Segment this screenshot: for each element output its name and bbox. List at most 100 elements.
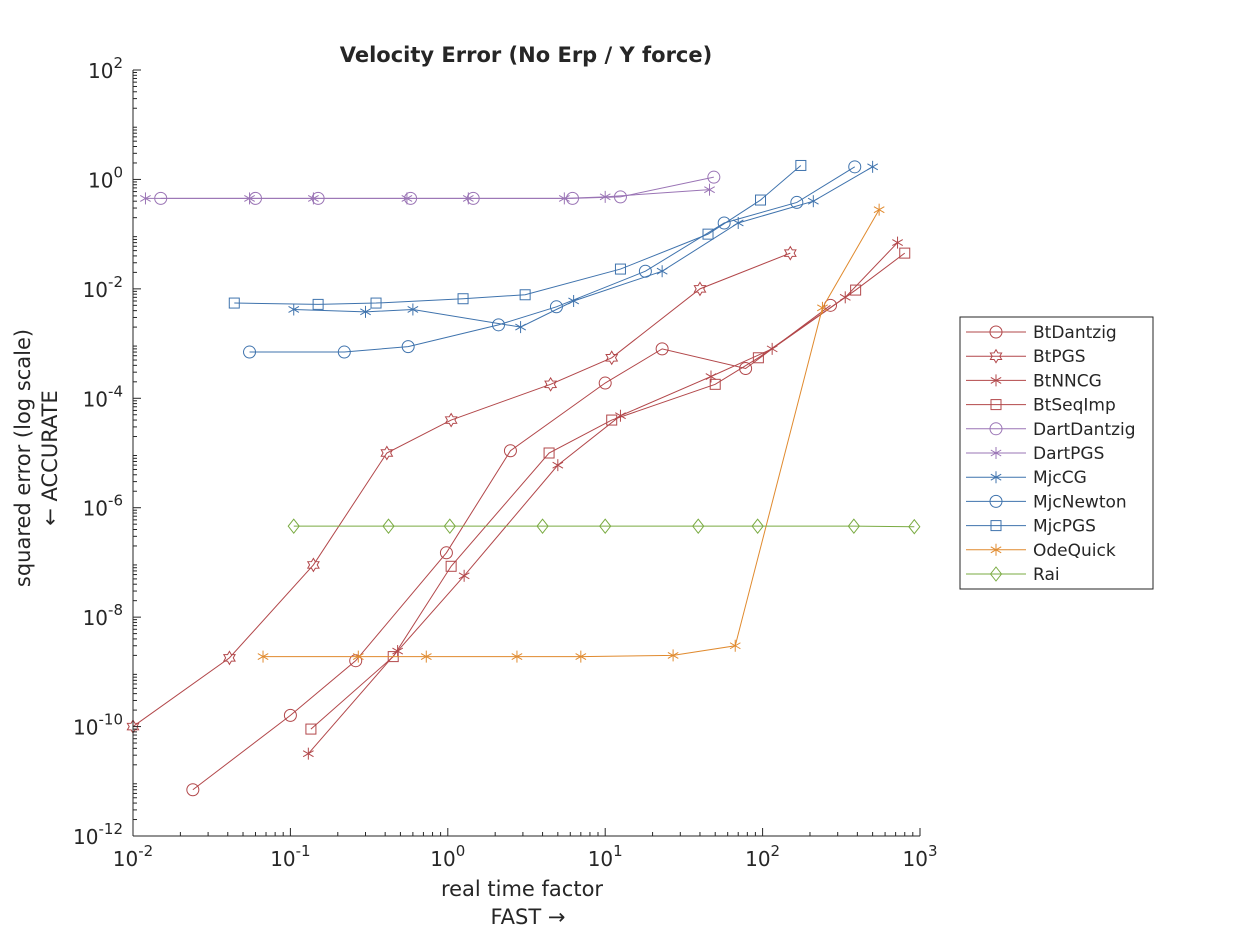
- legend-item-btnncg: BtNNCG: [966, 371, 1102, 391]
- data-point-btseqimp: [445, 560, 457, 572]
- legend-label: MjcPGS: [1033, 517, 1096, 537]
- legend-marker: [989, 348, 1003, 364]
- series-mjcnewton: [243, 160, 862, 359]
- data-point-dartdantzig: [707, 170, 721, 184]
- data-point-btdantzig: [739, 362, 753, 376]
- data-point-btseqimp: [850, 284, 862, 296]
- series-line-mjcnewton: [249, 166, 856, 353]
- data-point-btseqimp: [305, 723, 317, 735]
- data-point-mjcpgs: [795, 159, 807, 171]
- axes: 10-2 10-1 100 101 102 103 10-12 10-10 10-8 10-6 10…: [73, 54, 937, 871]
- x-axis-label: real time factor: [441, 877, 603, 901]
- legend-item-dartpgs: DartPGS: [966, 444, 1104, 464]
- data-point-btnncg: [705, 370, 717, 383]
- data-point-rai: [287, 518, 300, 534]
- y-tick-label: 10-4: [83, 382, 123, 411]
- data-point-btdantzig: [186, 783, 200, 797]
- legend-label: MjcNewton: [1033, 492, 1127, 512]
- data-point-rai: [599, 518, 612, 534]
- legend-marker: [989, 566, 1003, 582]
- legend-label: DartPGS: [1033, 444, 1104, 464]
- legend: BtDantzig BtPGS BtNNCG BtSeqImp DartDantzig D…: [959, 316, 1154, 590]
- data-point-btdantzig: [439, 546, 453, 560]
- data-point-btdantzig: [823, 298, 837, 312]
- y-axis-label: squared error (log scale): [11, 329, 35, 587]
- data-point-btpgs: [222, 650, 236, 666]
- data-point-mjcpgs: [228, 297, 240, 309]
- data-point-btdantzig: [598, 376, 612, 390]
- legend-item-odequick: OdeQuick: [966, 541, 1116, 561]
- y-axis-label-direction: ← ACCURATE: [38, 390, 62, 526]
- data-point-btnncg: [458, 569, 470, 582]
- data-point-rai: [692, 518, 705, 534]
- y-tick-label: 10-6: [83, 492, 123, 521]
- y-tick-label: 10-8: [83, 601, 123, 630]
- legend-label: BtNNCG: [1033, 371, 1102, 391]
- data-point-odequick: [257, 650, 269, 663]
- data-point-mjcpgs: [755, 194, 767, 206]
- x-tick-label: 100: [430, 842, 465, 871]
- legend-item-btpgs: BtPGS: [966, 347, 1086, 367]
- data-point-rai: [443, 518, 456, 534]
- x-tick-label: 101: [588, 842, 623, 871]
- data-point-mjccg: [807, 195, 819, 208]
- data-point-mjccg: [360, 305, 371, 318]
- legend-marker: [990, 374, 1002, 387]
- series-mjcpgs: [228, 159, 807, 310]
- y-tick-label: 10-10: [73, 711, 123, 740]
- data-point-mjccg: [515, 321, 527, 334]
- y-tick-label: 102: [88, 54, 123, 83]
- series-btseqimp: [305, 247, 911, 735]
- data-point-btpgs: [605, 350, 619, 366]
- data-point-dartdantzig: [613, 190, 627, 204]
- data-point-odequick: [667, 649, 679, 662]
- series-line-rai: [293, 525, 915, 528]
- data-point-odequick: [575, 650, 587, 663]
- data-point-dartpgs: [462, 192, 474, 205]
- data-point-btnncg: [302, 747, 314, 760]
- data-point-btdantzig: [503, 444, 517, 458]
- x-tick-label: 102: [745, 842, 780, 871]
- data-point-btseqimp: [709, 378, 721, 390]
- legend-label: BtSeqImp: [1033, 396, 1116, 416]
- plot-area: [126, 159, 921, 797]
- data-point-mjcnewton: [848, 160, 862, 174]
- data-point-odequick: [729, 639, 741, 652]
- data-point-odequick: [352, 650, 364, 663]
- y-tick-label: 10-2: [83, 273, 123, 302]
- data-point-mjcpgs: [457, 293, 469, 305]
- data-point-btdantzig: [655, 342, 669, 356]
- legend-label: DartDantzig: [1033, 420, 1136, 440]
- data-point-mjcnewton: [492, 318, 506, 332]
- data-point-btnncg: [552, 459, 564, 472]
- legend-marker: [990, 471, 1002, 484]
- data-point-mjccg: [407, 303, 419, 316]
- data-point-rai: [847, 518, 860, 534]
- x-tick-label: 103: [903, 842, 938, 871]
- data-point-btpgs: [783, 245, 797, 261]
- legend-label: Rai: [1033, 565, 1060, 585]
- data-point-mjcnewton: [549, 300, 563, 314]
- data-point-btnncg: [392, 645, 404, 658]
- series-line-mjcpgs: [234, 165, 802, 305]
- data-point-mjccg: [656, 265, 668, 278]
- data-point-mjcnewton: [638, 264, 652, 278]
- data-point-dartpgs: [401, 192, 413, 205]
- data-point-mjcnewton: [717, 216, 731, 230]
- legend-label: BtDantzig: [1033, 323, 1117, 343]
- legend-label: MjcCG: [1033, 468, 1087, 488]
- data-point-mjcpgs: [370, 297, 382, 309]
- data-point-btseqimp: [899, 247, 911, 259]
- legend-marker: [989, 325, 1003, 339]
- data-point-odequick: [873, 203, 885, 216]
- legend-marker: [990, 399, 1002, 411]
- data-point-dartpgs: [599, 190, 611, 203]
- data-point-mjcpgs: [312, 298, 324, 310]
- data-point-odequick: [420, 650, 432, 663]
- legend-marker: [990, 520, 1002, 532]
- legend-marker: [990, 447, 1002, 459]
- series-odequick: [257, 203, 885, 663]
- data-point-rai: [908, 518, 921, 535]
- data-point-mjccg: [288, 303, 300, 316]
